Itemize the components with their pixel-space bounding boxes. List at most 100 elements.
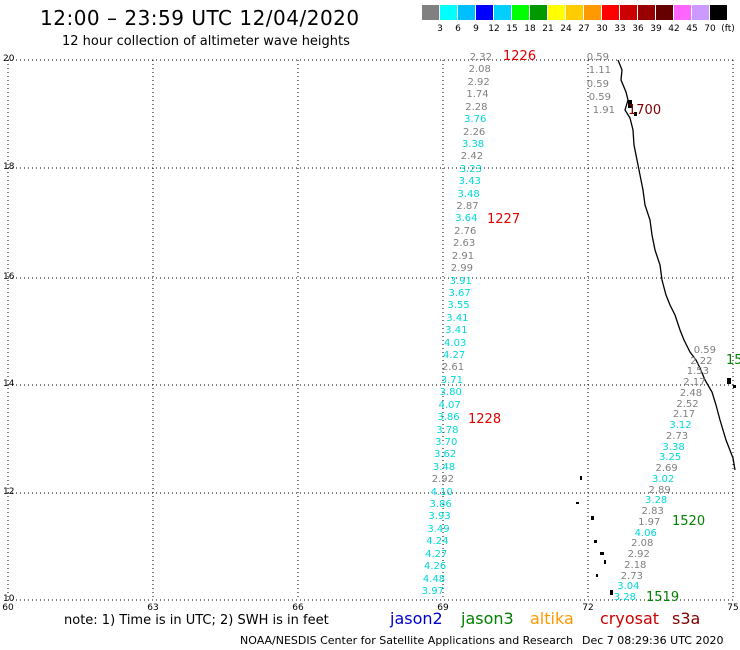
wave-height-value: 3.41 [445,325,468,337]
satellite-label-s3a: s3a [672,609,701,628]
wave-height-value: 1.74 [466,89,489,101]
wave-height-value: 2.08 [631,538,654,550]
wave-height-value: 3.64 [455,213,478,225]
wave-height-value: 2.26 [463,126,486,138]
legend-label: 12 [488,24,500,34]
wave-height-value: 2.73 [620,570,643,582]
x-tick-label: 63 [147,603,159,613]
wave-height-value: 2.92 [467,76,490,88]
wave-height-value: 1.11 [588,65,611,77]
legend-label: 42 [668,24,680,34]
legend-swatch [692,5,710,20]
legend-swatch [530,5,548,20]
legend-swatch [512,5,530,20]
pass-time-label: 15 [726,353,740,368]
wave-height-value: 2.99 [450,263,474,275]
pass-time-label: 1228 [468,412,502,427]
legend-swatch [602,5,620,20]
wave-height-value: 2.52 [676,398,699,410]
wave-height-value: 3.02 [651,473,675,485]
legend-label: 33 [614,24,626,34]
satellite-label-cryosat: cryosat [600,609,660,628]
wave-height-value: 2.18 [624,559,647,571]
y-tick-label: 16 [3,272,15,282]
legend-swatch [422,5,440,20]
y-tick-label: 18 [3,162,15,172]
y-tick-label: 14 [3,379,15,389]
footer-note: note: 1) Time is in UTC; 2) SWH is in fe… [64,613,329,628]
map-subtitle: 12 hour collection of altimeter wave hei… [62,34,350,49]
wave-height-value: 3.70 [435,436,458,448]
wave-height-value: 0.59 [693,345,716,356]
pass-time-label: 1520 [672,514,706,529]
wave-height-value: 3.48 [457,188,480,200]
wave-height-value: 3.28 [613,592,636,603]
wave-height-value: 4.26 [423,561,447,573]
wave-height-value: 3.48 [432,461,456,473]
legend-label: 39 [650,24,662,34]
wave-height-value: 2.73 [665,430,689,442]
pass-time-label: 1700 [628,103,662,118]
wave-height-value: 2.76 [454,225,477,237]
wave-height-value: 3.78 [436,424,459,436]
wave-height-value: 3.38 [461,138,485,150]
legend-label: (ft) [721,24,735,34]
legend-label: 18 [524,24,536,34]
wave-height-value: 3.41 [446,312,469,324]
wave-height-value: 2.69 [655,463,678,475]
wave-height-value: 3.93 [428,511,451,523]
legend-swatch [620,5,638,20]
coast-islands [576,100,736,595]
legend-swatch [584,5,602,20]
wave-height-value: 1.97 [638,516,661,528]
legend-label: 27 [578,24,590,34]
wave-height-value: 2.17 [683,377,706,389]
wave-height-value: 2.48 [679,387,703,399]
wave-height-value: 3.43 [458,176,481,188]
legend-label: 36 [632,24,644,34]
wave-height-value: 3.28 [645,495,668,507]
wave-height-value: 4.48 [422,573,446,585]
wave-height-value: 3.23 [459,163,482,175]
legend-swatch [476,5,494,20]
wave-height-value: 3.71 [440,374,463,386]
wave-height-value: 3.91 [449,275,472,287]
pass-time-label: 1519 [646,590,680,605]
x-tick-label: 60 [2,603,14,613]
wave-height-value: 2.87 [456,201,479,213]
wave-height-value: 3.12 [669,420,692,432]
satellite-label-jason3: jason3 [461,609,514,628]
legend-label: 6 [455,24,461,34]
wave-height-value: 3.86 [437,412,460,424]
generation-timestamp: Dec 7 08:29:36 UTC 2020 [582,634,724,647]
wave-height-value: 3.49 [427,523,450,535]
wave-height-value: 4.27 [442,350,466,362]
wave-height-value: 2.08 [468,64,491,76]
legend-label: 3 [437,24,443,34]
wave-height-value: 3.04 [617,581,640,593]
legend-swatch [494,5,512,20]
legend-label: 21 [542,24,554,34]
wave-height-value: 0.59 [586,78,609,90]
wave-height-value: 3.80 [439,387,462,399]
wave-height-value: 4.10 [430,486,453,498]
wave-height-value: 2.83 [641,506,664,518]
x-tick-label: 66 [292,603,304,613]
color-legend: 3 6 9 12 15 18 21 24 27 30 33 36 39 42 45 70 (ft) [422,5,735,35]
legend-label: 45 [686,24,698,34]
legend-swatch [566,5,584,20]
legend-swatch [710,5,728,20]
satellite-label-jason2: jason2 [390,609,443,628]
wave-height-value: 3.55 [447,300,470,312]
legend-swatch [458,5,476,20]
wave-height-value: 2.17 [672,409,696,421]
wave-height-value: 2.63 [452,238,476,250]
legend-label: 24 [560,24,572,34]
wave-height-value: 3.97 [421,586,444,597]
wave-height-value: 1.53 [686,366,710,378]
legend-swatch [656,5,674,20]
legend-label: 30 [596,24,608,34]
wave-height-value: 2.92 [431,474,455,486]
wave-height-value: 1.91 [592,105,615,116]
